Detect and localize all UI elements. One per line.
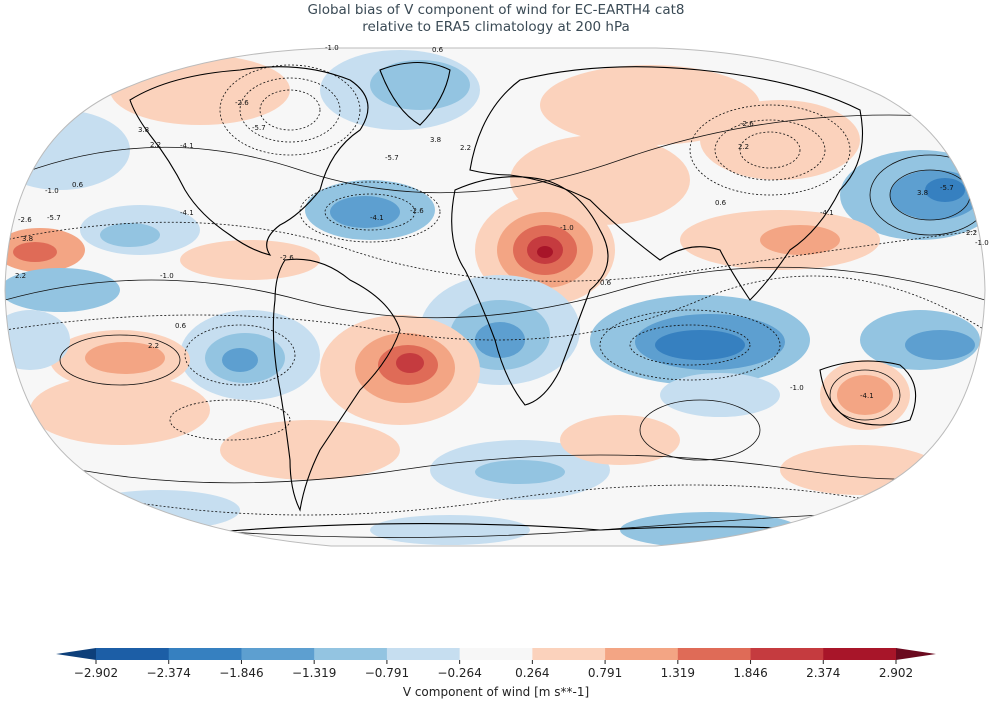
colorbar-segment (750, 648, 824, 660)
colorbar-tick-label: 0.264 (515, 666, 549, 680)
colorbar-tick-label: −1.846 (219, 666, 263, 680)
contour-label: -5.7 (940, 184, 954, 192)
colorbar-segment (96, 648, 170, 660)
colorbar-segment (823, 648, 897, 660)
colorbar-tick-label: 1.846 (733, 666, 767, 680)
contour-label: 0.6 (72, 181, 84, 189)
contour-label: 2.2 (738, 143, 749, 151)
bias-patch (837, 375, 893, 415)
colorbar-tick-label: 2.374 (806, 666, 840, 680)
colorbar-tick-label: −2.902 (74, 666, 118, 680)
bias-patch (905, 330, 975, 360)
contour-label: -2.6 (740, 120, 754, 128)
coastline-australia (819, 360, 917, 426)
coastline-eurasia (469, 66, 863, 301)
contour-label: -1.0 (45, 187, 59, 195)
contour-label: -2.6 (280, 254, 294, 262)
coastline-south-america (272, 258, 401, 512)
colorbar-segment (677, 648, 752, 660)
contour-label: 3.8 (138, 126, 149, 134)
contour-label: -2.6 (18, 216, 32, 224)
contour-label: 3.8 (917, 189, 928, 197)
colorbar-segment (386, 648, 461, 660)
contour-label: -1.0 (790, 384, 804, 392)
bias-patch (30, 375, 210, 445)
colorbar-tick-label: −0.264 (437, 666, 481, 680)
colorbar-segment (314, 648, 388, 660)
bias-patch (925, 178, 965, 202)
bias-patch (396, 353, 424, 373)
bias-patch (760, 225, 840, 255)
globe-outline (4, 47, 986, 547)
contour-label: -2.6 (235, 99, 249, 107)
contour-label: -4.1 (860, 392, 874, 400)
contour-label: 3.8 (430, 136, 441, 144)
contour-label: 2.2 (150, 141, 161, 149)
colorbar-tick-label: −2.374 (147, 666, 191, 680)
colorbar-tick-label: −0.791 (365, 666, 409, 680)
contour-label: -2.6 (410, 207, 424, 215)
contour-label: -4.1 (820, 209, 834, 217)
bias-patch (100, 223, 160, 247)
colorbar-segment (241, 648, 315, 660)
bias-patch (537, 246, 553, 258)
contour-label: -1.0 (560, 224, 574, 232)
colorbar-segment (532, 648, 606, 660)
contour-label: -5.7 (252, 124, 266, 132)
bias-patch (475, 460, 565, 484)
contour-label: -4.1 (180, 142, 194, 150)
colorbar-segment (459, 648, 533, 660)
contour-label: 0.6 (432, 46, 444, 54)
bias-patch (700, 100, 860, 180)
contour-label: 0.6 (175, 322, 187, 330)
contour-label: -4.1 (370, 214, 384, 222)
bias-patch (560, 415, 680, 465)
bias-patch (85, 342, 165, 374)
coastline-africa (451, 176, 609, 406)
bias-patch (370, 515, 530, 545)
contour-label: 2.2 (966, 229, 977, 237)
contour-label: 3.8 (22, 235, 33, 243)
bias-patch (655, 330, 745, 360)
colorbar-tick-label: −1.319 (292, 666, 336, 680)
colorbar-segment (605, 648, 679, 660)
colorbar-tick-label: 1.319 (661, 666, 695, 680)
colorbar-under-arrow (56, 648, 96, 660)
bias-patch (180, 240, 320, 280)
contour-label: 2.2 (460, 144, 471, 152)
contour-label: -5.7 (47, 214, 61, 222)
bias-patch (660, 373, 780, 417)
bias-patch (780, 445, 940, 495)
contour-label: 0.6 (600, 279, 612, 287)
contour-label: 2.2 (15, 272, 26, 280)
contour-label: -1.0 (160, 272, 174, 280)
colorbar-segment (168, 648, 242, 660)
colorbar-label: V component of wind [m s**-1] (403, 685, 589, 699)
bias-patch (5, 268, 120, 312)
colorbar: −2.902 −2.374 −1.846 −1.319 −0.791 −0.264 0.26… (56, 648, 936, 699)
bias-patch (220, 420, 400, 480)
colorbar-tick-label: 2.902 (879, 666, 913, 680)
map-title-line-2: relative to ERA5 climatology at 200 hPa (362, 19, 630, 35)
coastline-greenland (379, 62, 451, 126)
contour-label: -1.0 (325, 44, 339, 52)
bias-patch (222, 348, 258, 372)
contour-label: -4.1 (180, 209, 194, 217)
coastline-north-america (129, 66, 369, 256)
contour-label: 2.2 (148, 342, 159, 350)
bias-patch (370, 60, 470, 110)
map-title-line-1: Global bias of V component of wind for E… (307, 2, 685, 18)
contour-label-layer: -1.0 0.6-2.6-5.73.82.2 -4.1-1.00.6-2.6 -5.7… (15, 44, 989, 400)
bias-patch (540, 65, 760, 145)
contour-label: 0.6 (715, 199, 727, 207)
colorbar-over-arrow (896, 648, 936, 660)
bias-patch (13, 242, 57, 262)
bias-patch (330, 196, 400, 228)
bias-field (5, 48, 985, 546)
colorbar-tick-label: 0.791 (588, 666, 622, 680)
contour-label: -1.0 (975, 239, 989, 247)
contour-label: -5.7 (385, 154, 399, 162)
